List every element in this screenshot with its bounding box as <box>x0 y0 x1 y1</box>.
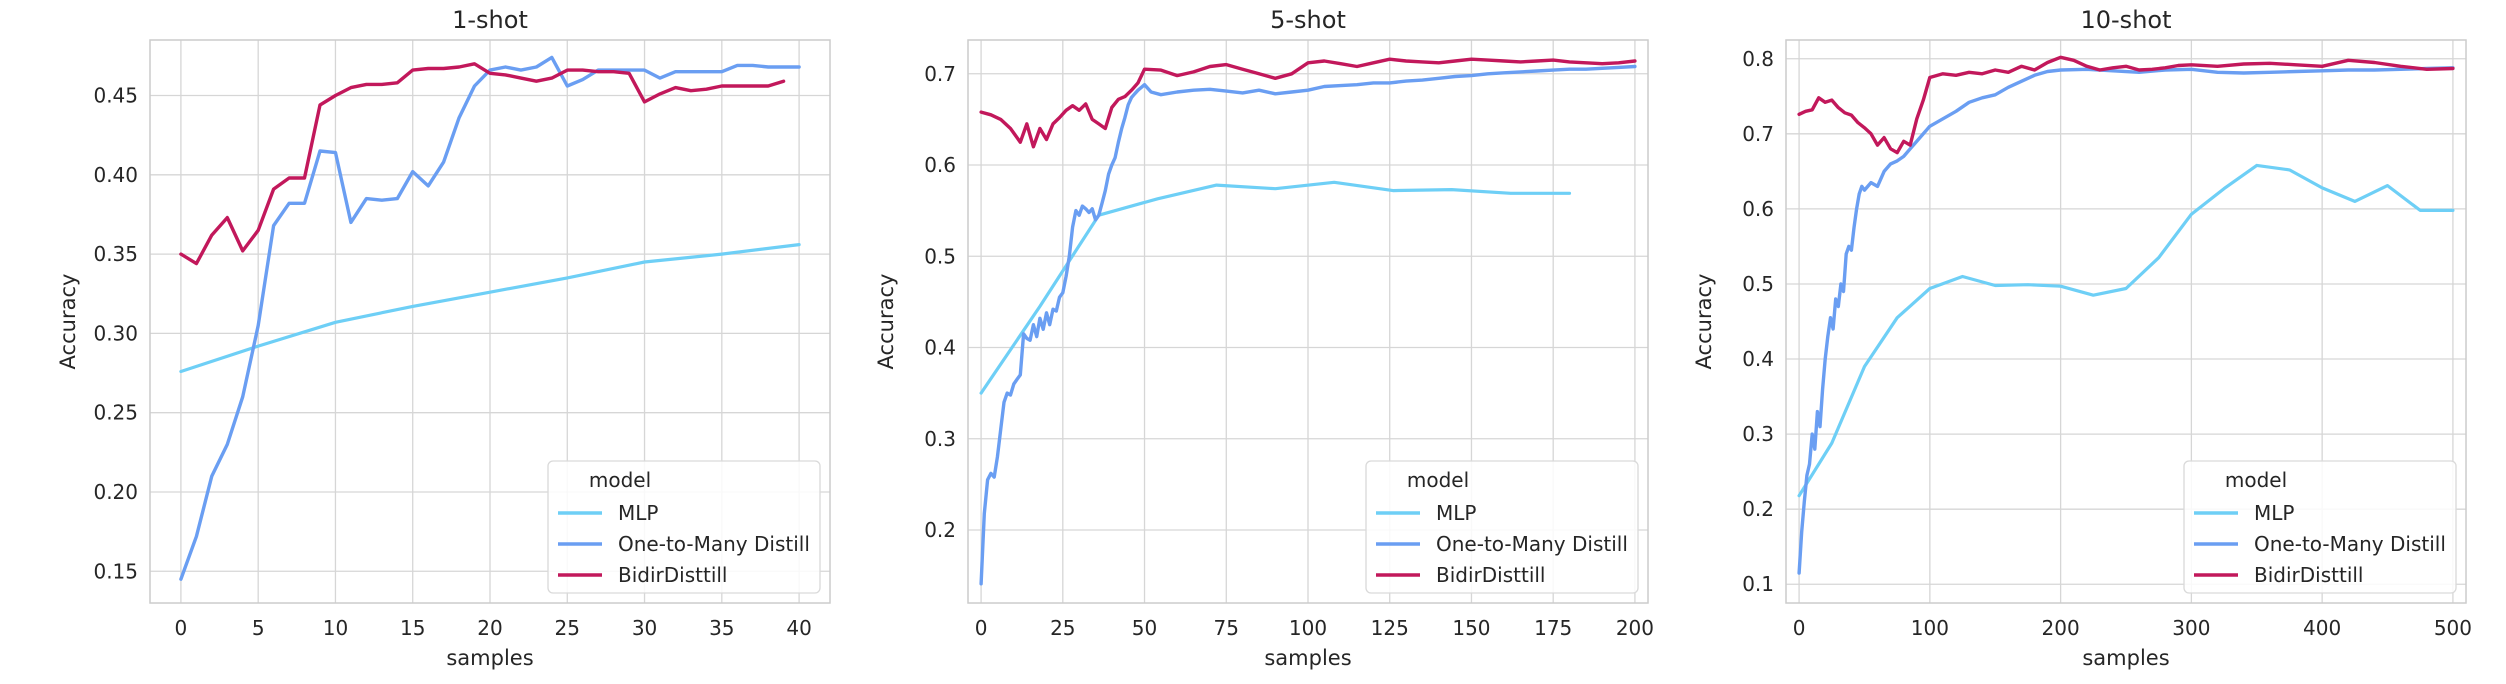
series-line-one-to-many-distill <box>1797 66 2455 575</box>
chart-panel-2: 5-shot 0 25 50 75 100 125 150 175 200 0.2 0.3 0.4 0.5… <box>874 6 1654 670</box>
series-line-one-to-many-distill <box>179 55 801 581</box>
y-tick-label: 0.15 <box>93 559 138 583</box>
x-tick-label: 5 <box>252 616 265 640</box>
legend-entry: One-to-Many Distill <box>1436 532 1628 556</box>
series-line-bidirdisttill <box>1797 55 2455 155</box>
grid <box>968 40 1648 603</box>
x-tick-label: 0 <box>975 616 988 640</box>
legend-title: model <box>1407 468 1469 492</box>
y-tick-label: 0.2 <box>1742 497 1774 521</box>
y-tick-label: 0.5 <box>924 244 956 268</box>
y-tick-label: 0.45 <box>93 84 138 108</box>
series-line-bidirdisttill <box>979 57 1637 149</box>
legend-title: model <box>2225 468 2287 492</box>
y-tick-label: 0.7 <box>924 62 956 86</box>
x-tick-label: 125 <box>1371 616 1409 640</box>
legend-entry: BidirDisttill <box>1436 563 1545 587</box>
y-tick-label: 0.30 <box>93 321 138 345</box>
x-tick-label: 10 <box>323 616 348 640</box>
x-tick-label: 300 <box>2172 616 2210 640</box>
chart-title: 10-shot <box>2080 6 2171 34</box>
y-tick-label: 0.1 <box>1742 572 1774 596</box>
x-axis-label: samples <box>1264 646 1351 670</box>
axes-frame <box>1785 39 2467 604</box>
axes-frame <box>967 39 1649 604</box>
y-tick-label: 0.2 <box>924 518 956 542</box>
series-line-mlp <box>979 180 1572 395</box>
y-tick-label: 0.6 <box>1742 197 1774 221</box>
y-tick-label: 0.4 <box>924 336 956 360</box>
x-tick-label: 100 <box>1911 616 1949 640</box>
legend-entry: MLP <box>2254 501 2294 525</box>
x-tick-label: 150 <box>1452 616 1490 640</box>
y-tick-label: 0.20 <box>93 480 138 504</box>
x-tick-label: 15 <box>400 616 425 640</box>
x-tick-label: 30 <box>632 616 657 640</box>
chart-panel-3: 10-shot 0 100 200 300 400 500 0.1 0.2 0.3 0.4 0.5 0.… <box>1692 6 2472 670</box>
series-line-one-to-many-distill <box>979 64 1637 586</box>
x-tick-label: 100 <box>1289 616 1327 640</box>
legend-title: model <box>589 468 651 492</box>
x-tick-label: 35 <box>709 616 734 640</box>
x-axis-label: samples <box>2082 646 2169 670</box>
y-axis-label: Accuracy <box>874 274 898 370</box>
chart-title: 1-shot <box>452 6 528 34</box>
x-tick-label: 175 <box>1534 616 1572 640</box>
legend: model MLP One-to-Many Distill BidirDisttill <box>2183 460 2457 594</box>
legend: model MLP One-to-Many Distill BidirDisttill <box>547 460 821 594</box>
y-tick-label: 0.5 <box>1742 272 1774 296</box>
legend-box <box>2183 460 2457 594</box>
y-tick-label: 0.8 <box>1742 47 1774 71</box>
x-tick-label: 25 <box>1050 616 1075 640</box>
x-tick-label: 40 <box>786 616 811 640</box>
x-tick-label: 400 <box>2303 616 2341 640</box>
chart-title: 5-shot <box>1270 6 1346 34</box>
series-line-mlp <box>179 243 801 374</box>
series-line-mlp <box>1797 163 2455 498</box>
legend-box <box>547 460 821 594</box>
legend-box <box>1365 460 1639 594</box>
x-tick-label: 0 <box>1793 616 1806 640</box>
x-tick-label: 500 <box>2434 616 2472 640</box>
x-tick-label: 200 <box>2042 616 2080 640</box>
legend: model MLP One-to-Many Distill BidirDisttill <box>1365 460 1639 594</box>
y-tick-label: 0.35 <box>93 242 138 266</box>
y-tick-label: 0.3 <box>924 427 956 451</box>
y-tick-label: 0.25 <box>93 401 138 425</box>
series-group <box>979 57 1637 586</box>
x-tick-label: 25 <box>555 616 580 640</box>
legend-entry: MLP <box>618 501 658 525</box>
series-group <box>1797 55 2455 575</box>
x-axis-label: samples <box>446 646 533 670</box>
legend-entry: BidirDisttill <box>2254 563 2363 587</box>
y-axis-label: Accuracy <box>56 274 80 370</box>
axes-frame <box>149 39 831 604</box>
y-tick-label: 0.6 <box>924 153 956 177</box>
x-tick-label: 75 <box>1214 616 1239 640</box>
legend-entry: BidirDisttill <box>618 563 727 587</box>
chart-panel-1: 1-shot 0 5 10 15 20 25 30 35 40 0.15 0.20 0.25 0.30 0.… <box>56 6 831 670</box>
x-tick-label: 0 <box>175 616 188 640</box>
legend-entry: One-to-Many Distill <box>618 532 810 556</box>
legend-entry: MLP <box>1436 501 1476 525</box>
y-tick-label: 0.40 <box>93 163 138 187</box>
legend-entry: One-to-Many Distill <box>2254 532 2446 556</box>
y-tick-label: 0.3 <box>1742 422 1774 446</box>
x-tick-label: 20 <box>477 616 502 640</box>
x-tick-label: 50 <box>1132 616 1157 640</box>
x-tick-label: 200 <box>1616 616 1654 640</box>
y-tick-label: 0.4 <box>1742 347 1774 371</box>
y-axis-label: Accuracy <box>1692 274 1716 370</box>
series-line-bidirdisttill <box>179 62 786 266</box>
series-group <box>179 55 801 581</box>
y-tick-label: 0.7 <box>1742 122 1774 146</box>
